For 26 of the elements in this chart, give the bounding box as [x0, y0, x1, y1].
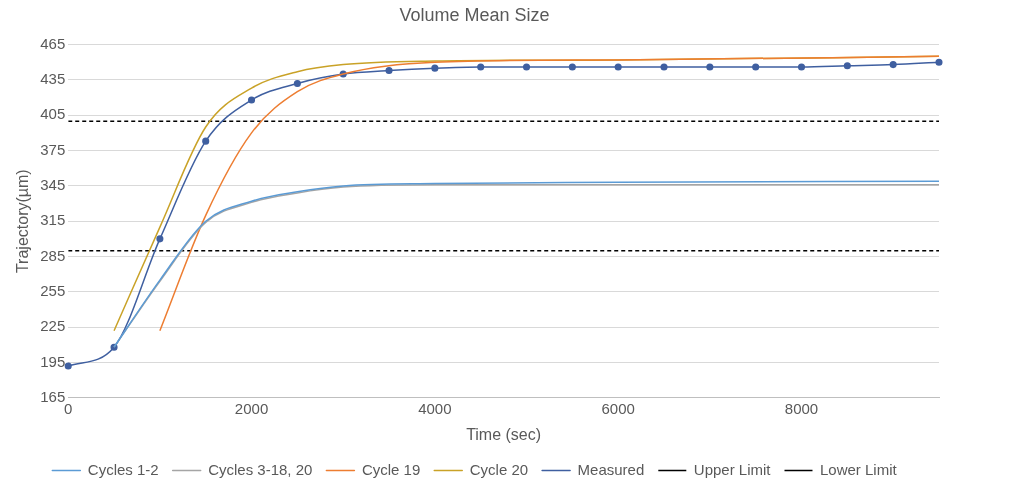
legend-label: Cycles 3-18, 20 [208, 460, 313, 478]
x-tick-label: 0 [64, 399, 73, 417]
y-tick-label: 465 [40, 34, 66, 52]
legend-label: Cycles 1-2 [87, 460, 159, 478]
y-tick-label: 435 [40, 70, 66, 88]
y-tick-label: 375 [40, 140, 66, 158]
chart-title: Volume Mean Size [399, 4, 550, 25]
y-tick-label: 285 [40, 246, 66, 264]
y-tick-label: 315 [40, 211, 66, 229]
y-tick-label: 255 [40, 281, 66, 299]
y-tick-label: 345 [40, 176, 66, 194]
legend-label: Measured [577, 460, 645, 478]
legend-label: Cycle 20 [469, 460, 529, 478]
y-tick-label: 165 [40, 387, 66, 405]
x-tick-label: 8000 [784, 399, 819, 417]
x-axis-title: Time (sec) [466, 425, 542, 443]
x-tick-label: 6000 [601, 399, 635, 417]
legend-label: Upper Limit [693, 460, 772, 478]
x-tick-label: 4000 [418, 399, 452, 417]
legend-label: Lower Limit [820, 460, 898, 478]
y-tick-label: 225 [40, 317, 66, 335]
y-tick-label: 405 [40, 105, 66, 123]
legend-label: Cycle 19 [361, 460, 421, 478]
x-tick-label: 2000 [234, 399, 269, 417]
y-axis-title: Trajectory(µm) [14, 169, 32, 274]
y-tick-label: 195 [40, 352, 66, 370]
